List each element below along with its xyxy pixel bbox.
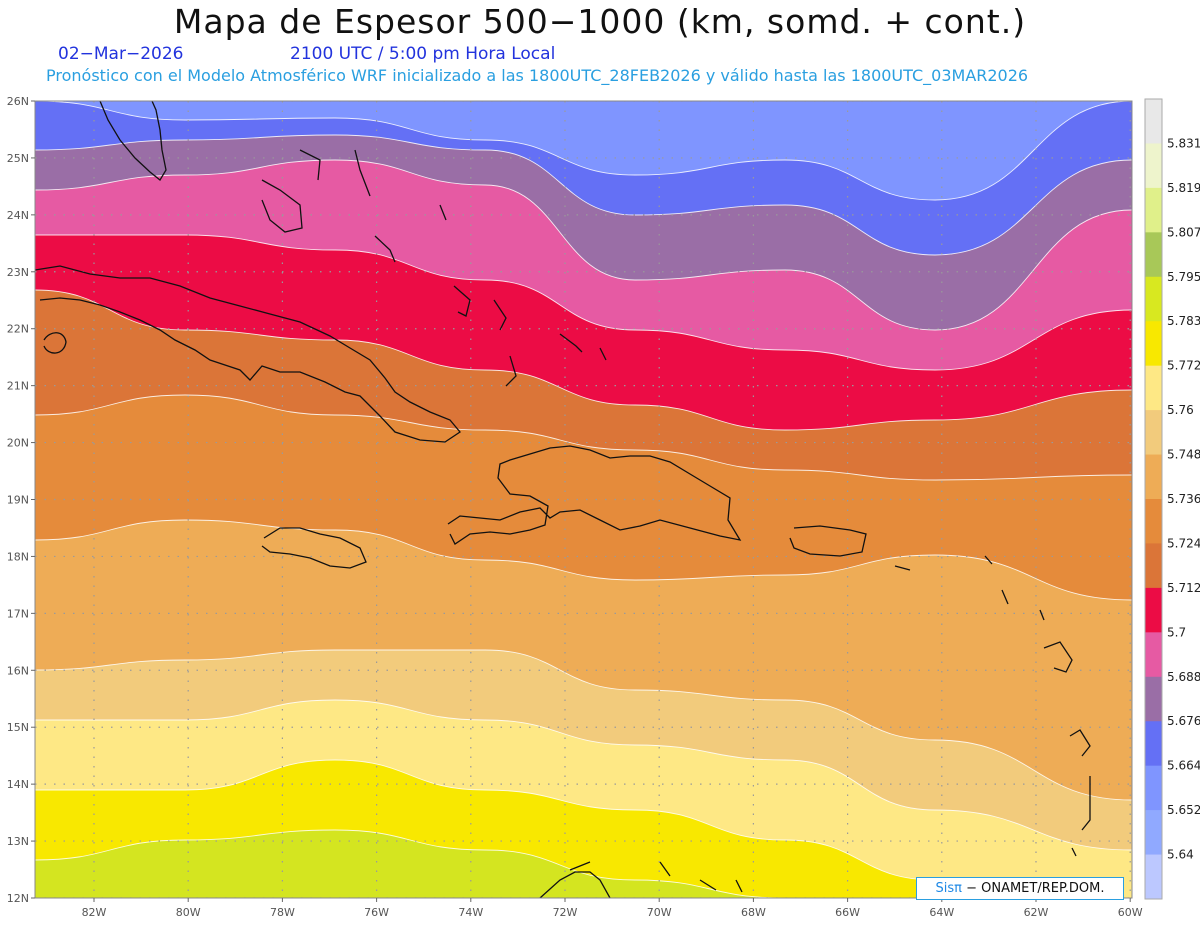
colorbar-label: 5.783 xyxy=(1167,314,1200,328)
jamaica-coastline xyxy=(261,527,367,569)
credit-box: Sisπ − ONAMET/REP.DOM. xyxy=(916,877,1124,900)
colorbar-swatch xyxy=(1145,587,1162,633)
florida-coastline xyxy=(99,101,167,181)
colorbar-swatch xyxy=(1145,721,1162,767)
lat-tick-label: 18N xyxy=(7,550,29,563)
lat-tick-label: 14N xyxy=(7,778,29,791)
coastlines xyxy=(35,101,1091,898)
colorbar-label: 5.795 xyxy=(1167,270,1200,284)
lon-tick-label: 66W xyxy=(835,906,860,919)
lon-tick-label: 82W xyxy=(82,906,107,919)
lon-tick-label: 74W xyxy=(458,906,483,919)
colorbar-swatch xyxy=(1145,676,1162,722)
colorbar-swatch xyxy=(1145,365,1162,411)
colorbar-swatch xyxy=(1145,632,1162,678)
isla-juventud-coastline xyxy=(43,332,67,354)
colorbar-label: 5.807 xyxy=(1167,225,1200,239)
colorbar-label: 5.688 xyxy=(1167,670,1200,684)
lat-tick-label: 22N xyxy=(7,323,29,336)
colorbar-label: 5.819 xyxy=(1167,181,1200,195)
colorbar-swatch xyxy=(1145,854,1162,900)
colorbar-swatch xyxy=(1145,543,1162,589)
colorbar-label: 5.652 xyxy=(1167,803,1200,817)
puerto-rico-coastline xyxy=(789,525,867,557)
colorbar-label: 5.664 xyxy=(1167,759,1200,773)
colorbar-swatch xyxy=(1145,276,1162,322)
lon-tick-label: 78W xyxy=(270,906,295,919)
colorbar-swatch xyxy=(1145,454,1162,500)
colorbar-label: 5.676 xyxy=(1167,714,1200,728)
lat-tick-label: 24N xyxy=(7,209,29,222)
colorbar-swatch xyxy=(1145,187,1162,233)
map-plot-area xyxy=(35,101,1132,898)
time-label: 2100 UTC / 5:00 pm Hora Local xyxy=(290,44,556,64)
lat-tick-label: 25N xyxy=(7,152,29,165)
colorbar-label: 5.736 xyxy=(1167,492,1200,506)
hispaniola-coastline xyxy=(447,445,742,545)
colorbar-label: 5.7 xyxy=(1167,625,1186,639)
colorbar-label: 5.76 xyxy=(1167,403,1194,417)
colorbar-label: 5.772 xyxy=(1167,359,1200,373)
longitude-axis: 82W 80W 78W 76W 74W 72W 70W 68W 66W 64W 62W 60W xyxy=(82,898,1143,919)
sispi-brand: Sisπ xyxy=(935,881,962,896)
lat-tick-label: 13N xyxy=(7,835,29,848)
lat-tick-label: 16N xyxy=(7,664,29,677)
colorbar-swatch xyxy=(1145,99,1162,144)
cuba-coastline xyxy=(35,265,461,443)
credit-text: − ONAMET/REP.DOM. xyxy=(966,881,1105,896)
lat-tick-label: 15N xyxy=(7,721,29,734)
map-title: Mapa de Espesor 500−1000 (km, somd. + co… xyxy=(173,2,1027,41)
lon-tick-label: 62W xyxy=(1024,906,1049,919)
colorbar-label: 5.831 xyxy=(1167,136,1200,150)
colorbar-label: 5.64 xyxy=(1167,848,1194,862)
bahamas-islands xyxy=(261,149,607,387)
colorbar-swatch xyxy=(1145,232,1162,278)
colorbar-label: 5.748 xyxy=(1167,448,1200,462)
lat-tick-label: 17N xyxy=(7,607,29,620)
colorbar: 5.831 5.819 5.807 5.795 5.783 5.772 5.76 5.748 5… xyxy=(1144,98,1200,900)
lon-tick-label: 72W xyxy=(553,906,578,919)
colorbar-swatch xyxy=(1145,410,1162,456)
colorbar-swatch xyxy=(1145,765,1162,811)
lon-tick-label: 76W xyxy=(364,906,389,919)
colorbar-swatch xyxy=(1145,321,1162,367)
colorbar-swatch xyxy=(1145,810,1162,856)
lon-tick-label: 70W xyxy=(647,906,672,919)
date-label: 02−Mar−2026 xyxy=(58,44,184,64)
colorbar-swatch xyxy=(1145,499,1162,544)
latitude-axis: 26N 25N 24N 23N 22N 21N 20N 19N 18N 17N 16N 15N 14N 1… xyxy=(7,95,35,905)
colorbar-label: 5.712 xyxy=(1167,581,1200,595)
colorbar-label: 5.724 xyxy=(1167,536,1200,550)
south-america-coastline xyxy=(539,861,743,898)
lat-tick-label: 26N xyxy=(7,95,29,108)
lon-tick-label: 68W xyxy=(741,906,766,919)
lon-tick-label: 60W xyxy=(1118,906,1143,919)
colorbar-swatch xyxy=(1145,143,1162,189)
lat-tick-label: 12N xyxy=(7,892,29,905)
lat-tick-label: 20N xyxy=(7,437,29,450)
forecast-subtitle: Pronóstico con el Modelo Atmosférico WRF… xyxy=(46,66,1029,85)
thickness-bands xyxy=(35,101,1132,898)
lat-tick-label: 19N xyxy=(7,494,29,507)
thickness-band xyxy=(35,830,1132,898)
lon-tick-label: 64W xyxy=(929,906,954,919)
lon-tick-label: 80W xyxy=(176,906,201,919)
lat-tick-label: 23N xyxy=(7,266,29,279)
lat-tick-label: 21N xyxy=(7,380,29,393)
